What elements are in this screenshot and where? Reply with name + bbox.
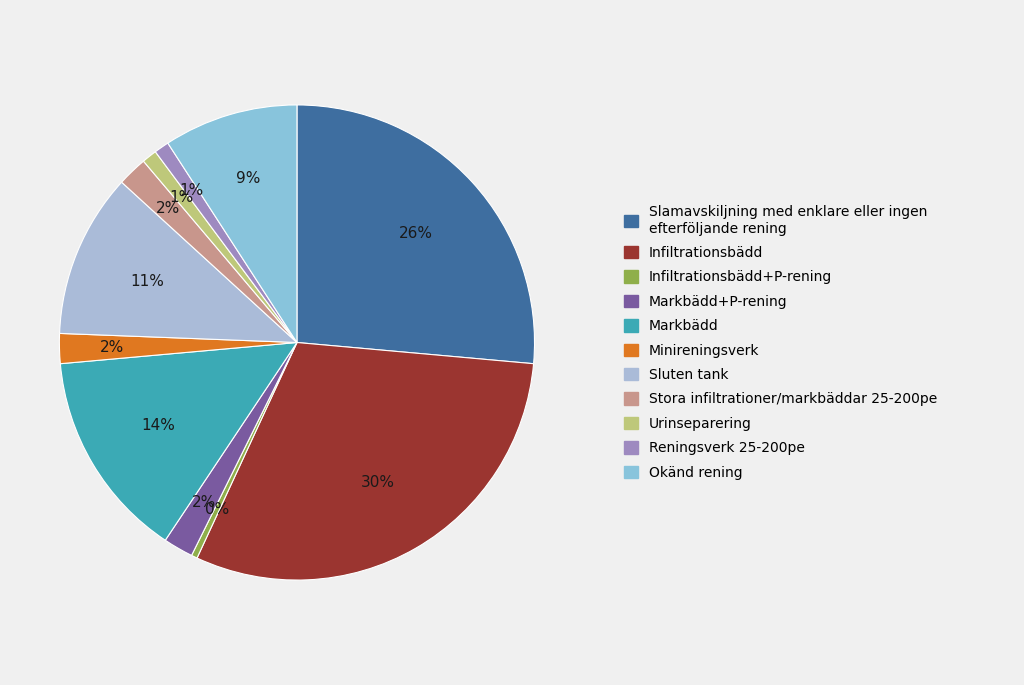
Text: 2%: 2% bbox=[99, 340, 124, 355]
Wedge shape bbox=[143, 152, 297, 342]
Text: 14%: 14% bbox=[141, 418, 175, 432]
Text: 30%: 30% bbox=[360, 475, 394, 490]
Text: 9%: 9% bbox=[237, 171, 261, 186]
Text: 11%: 11% bbox=[131, 273, 165, 288]
Text: 26%: 26% bbox=[399, 226, 433, 241]
Text: 2%: 2% bbox=[193, 495, 216, 510]
Wedge shape bbox=[60, 342, 297, 540]
Legend: Slamavskiljning med enklare eller ingen
efterföljande rening, Infiltrationsbädd,: Slamavskiljning med enklare eller ingen … bbox=[624, 206, 937, 480]
Wedge shape bbox=[59, 334, 297, 364]
Wedge shape bbox=[165, 342, 297, 556]
Text: 1%: 1% bbox=[170, 190, 194, 205]
Wedge shape bbox=[168, 105, 297, 342]
Text: 2%: 2% bbox=[157, 201, 180, 216]
Text: 1%: 1% bbox=[179, 183, 204, 198]
Wedge shape bbox=[156, 143, 297, 342]
Wedge shape bbox=[122, 161, 297, 342]
Wedge shape bbox=[297, 105, 535, 364]
Wedge shape bbox=[59, 182, 297, 342]
Wedge shape bbox=[197, 342, 534, 580]
Wedge shape bbox=[191, 342, 297, 558]
Text: 0%: 0% bbox=[205, 502, 229, 517]
